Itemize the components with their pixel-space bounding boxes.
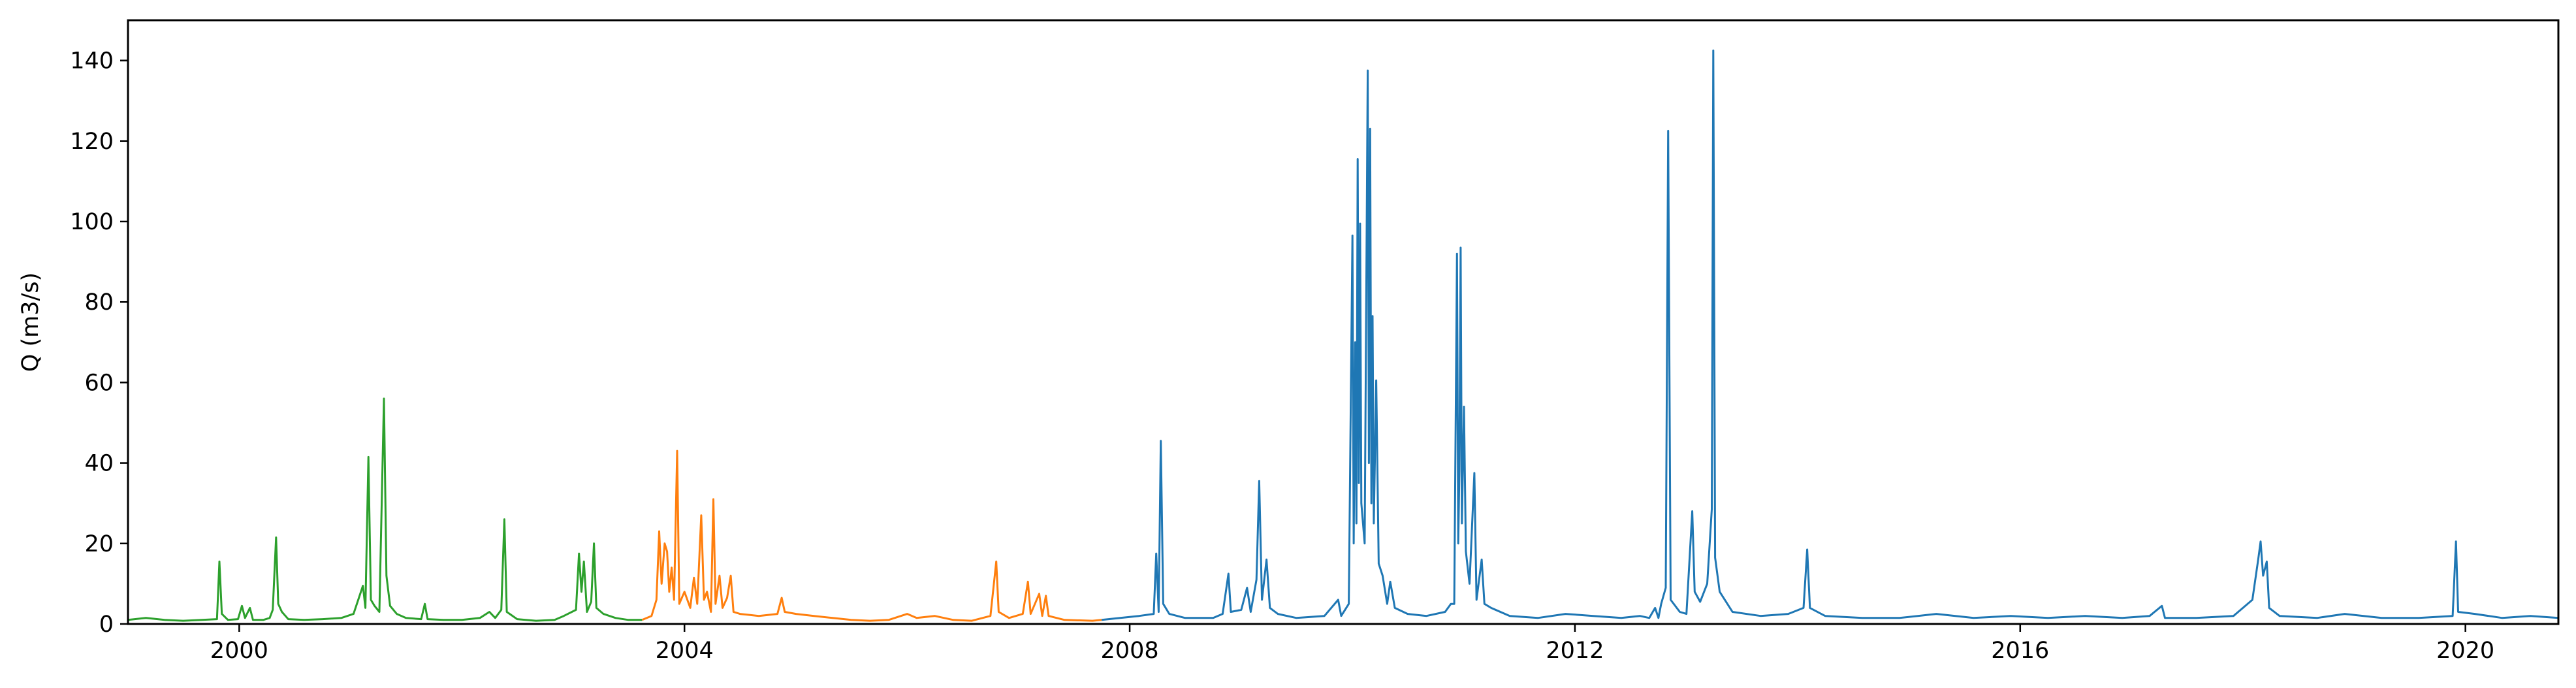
- x-axis: 2000 2004 2008 2012 2016 2020: [210, 624, 2494, 664]
- series-line-1: [127, 397, 643, 622]
- y-tick-label: 140: [70, 48, 114, 74]
- plot-frame: [127, 19, 2560, 625]
- y-axis: 0 20 40 60 80 100 120 140: [70, 48, 128, 638]
- y-tick-label: 120: [70, 129, 114, 155]
- series-line-2: [641, 450, 1102, 622]
- y-tick-label: 20: [84, 531, 114, 557]
- y-tick-label: 0: [99, 612, 114, 638]
- series-layer: [127, 49, 2559, 622]
- x-tick-label: 2012: [1546, 638, 1604, 664]
- y-tick-label: 80: [84, 289, 114, 316]
- y-tick-label: 40: [84, 451, 114, 477]
- x-tick-label: 2000: [210, 638, 268, 664]
- series-line-3: [1101, 49, 2559, 621]
- y-tick-label: 100: [70, 209, 114, 235]
- x-tick-label: 2016: [1991, 638, 2049, 664]
- plot-area: [128, 20, 2558, 624]
- x-tick-label: 2004: [656, 638, 714, 664]
- x-tick-label: 2020: [2436, 638, 2494, 664]
- x-tick-label: 2008: [1101, 638, 1159, 664]
- y-tick-label: 60: [84, 370, 114, 396]
- y-axis-label: Q (m3/s): [18, 272, 44, 372]
